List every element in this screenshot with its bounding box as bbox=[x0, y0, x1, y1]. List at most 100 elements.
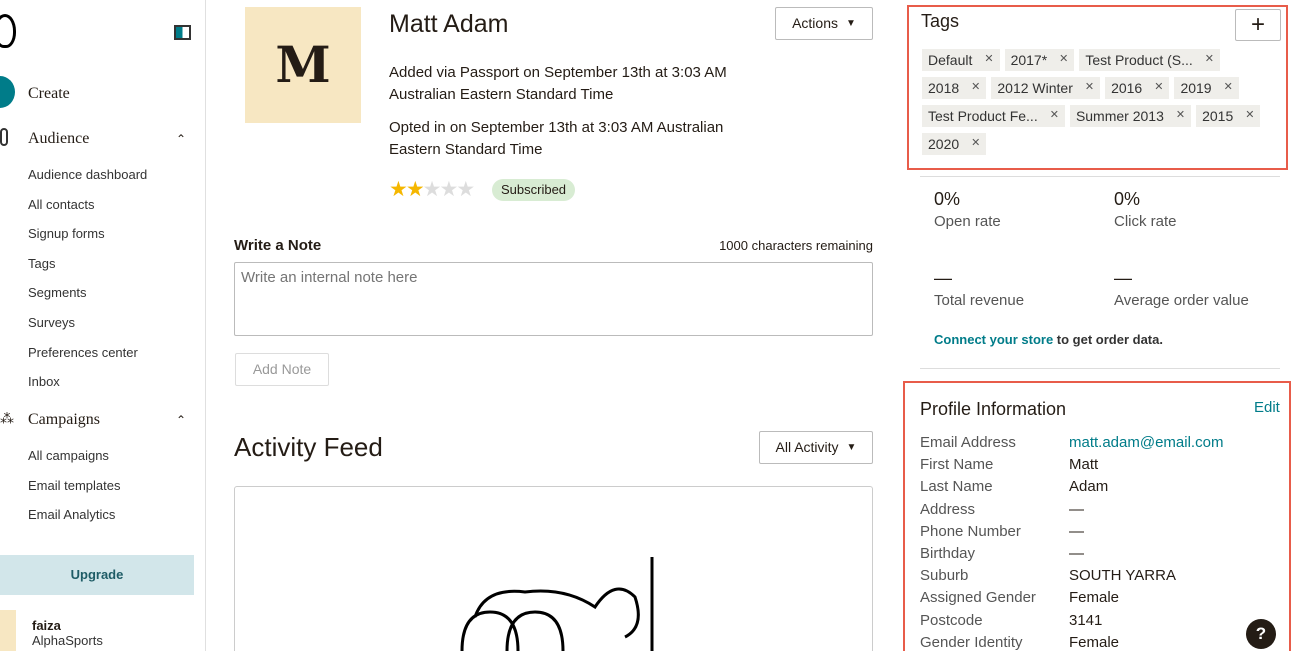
nav-item[interactable]: Signup forms bbox=[28, 226, 105, 242]
remove-tag-icon[interactable]: ✕ bbox=[1204, 53, 1214, 66]
remove-tag-icon[interactable]: ✕ bbox=[984, 53, 994, 66]
field-value: SOUTH YARRA bbox=[1069, 567, 1176, 585]
email-link[interactable]: matt.adam@email.com bbox=[1069, 434, 1224, 451]
contact-avatar: M bbox=[245, 7, 361, 123]
remove-tag-icon[interactable]: ✕ bbox=[1245, 109, 1255, 122]
field-label: Assigned Gender bbox=[920, 589, 1036, 607]
star-rating[interactable]: ★★★★★ bbox=[389, 178, 475, 202]
star-icon[interactable]: ★ bbox=[439, 178, 458, 201]
nav-item[interactable]: Email Analytics bbox=[28, 507, 116, 523]
user-avatar[interactable] bbox=[0, 610, 16, 651]
chevron-up-icon[interactable]: ⌃ bbox=[176, 132, 187, 146]
tag-label: Test Product (S... bbox=[1085, 51, 1193, 68]
field-label: Email Address bbox=[920, 434, 1016, 451]
user-name: faiza bbox=[32, 618, 61, 633]
field-label: Address bbox=[920, 500, 976, 518]
nav-item[interactable]: Preferences center bbox=[28, 344, 138, 360]
tag-chip: Default ✕ bbox=[922, 49, 1000, 71]
nav-item[interactable]: Inbox bbox=[28, 374, 60, 390]
remove-tag-icon[interactable]: ✕ bbox=[1084, 81, 1095, 94]
tag-chip: Test Product (S... ✕ bbox=[1079, 49, 1220, 71]
nav-item[interactable]: Email templates bbox=[28, 477, 121, 493]
connect-store-suffix: to get order data. bbox=[1053, 332, 1163, 347]
note-remaining: 1000 characters remaining bbox=[719, 238, 873, 253]
collapse-sidebar-icon[interactable] bbox=[174, 25, 191, 40]
profile-title: Profile Information bbox=[920, 399, 1067, 419]
feed-title: Activity Feed bbox=[234, 432, 383, 462]
added-info: Added via Passport on September 13th at … bbox=[389, 64, 727, 103]
star-icon[interactable]: ★ bbox=[389, 178, 408, 201]
remove-tag-icon[interactable]: ✕ bbox=[971, 81, 981, 94]
campaigns-icon: ⁂ bbox=[0, 410, 14, 426]
nav-audience[interactable]: Audience bbox=[28, 130, 90, 147]
nav-item[interactable]: Tags bbox=[28, 255, 56, 271]
note-title: Write a Note bbox=[234, 237, 322, 254]
tag-chip: 2020 ✕ bbox=[922, 133, 987, 155]
open-rate-value: 0% bbox=[934, 189, 961, 209]
tag-chip: 2018 ✕ bbox=[922, 77, 987, 99]
upgrade-button[interactable]: Upgrade bbox=[0, 555, 194, 595]
star-icon[interactable]: ★ bbox=[405, 178, 425, 201]
create-icon bbox=[0, 76, 15, 108]
field-value: Matt bbox=[1069, 456, 1099, 474]
remove-tag-icon[interactable]: ✕ bbox=[1049, 109, 1059, 122]
add-note-button[interactable]: Add Note bbox=[235, 353, 329, 386]
chevron-up-icon[interactable]: ⌃ bbox=[176, 413, 187, 427]
field-label: Phone Number bbox=[920, 522, 1021, 540]
field-value: — bbox=[1069, 500, 1084, 518]
avatar-letter: M bbox=[275, 35, 331, 94]
actions-dropdown[interactable]: Actions ▼ bbox=[775, 7, 873, 40]
field-label: Suburb bbox=[920, 567, 969, 585]
chevron-down-icon: ▼ bbox=[846, 441, 857, 453]
mailchimp-logo[interactable] bbox=[0, 14, 16, 48]
nav-item[interactable]: All contacts bbox=[28, 196, 95, 212]
field-value: 3141 bbox=[1069, 611, 1103, 629]
nav-item[interactable]: Surveys bbox=[28, 315, 75, 330]
tag-chip: 2019 ✕ bbox=[1174, 77, 1239, 99]
click-rate-label: Click rate bbox=[1114, 213, 1177, 230]
field-value: Adam bbox=[1069, 478, 1109, 496]
tag-label: 2020 bbox=[928, 135, 960, 152]
tag-label: 2015 bbox=[1202, 107, 1234, 124]
help-button[interactable]: ? bbox=[1246, 619, 1276, 649]
remove-tag-icon[interactable]: ✕ bbox=[971, 137, 981, 150]
opted-info: Opted in on September 13th at 3:03 AM Au… bbox=[389, 119, 724, 158]
tags-title: Tags bbox=[921, 11, 960, 31]
nav-item[interactable]: Audience dashboard bbox=[28, 167, 148, 182]
contact-name: Matt Adam bbox=[389, 10, 509, 38]
star-icon[interactable]: ★ bbox=[456, 178, 475, 201]
edit-profile-link[interactable]: Edit bbox=[1254, 399, 1280, 416]
nav-create[interactable]: Create bbox=[28, 85, 70, 102]
audience-icon bbox=[0, 128, 8, 146]
revenue-value: — bbox=[934, 268, 952, 288]
tag-label: Test Product Fe... bbox=[928, 107, 1038, 124]
remove-tag-icon[interactable]: ✕ bbox=[1059, 53, 1069, 66]
open-rate-label: Open rate bbox=[934, 213, 1001, 230]
activity-filter-dropdown[interactable]: All Activity ▼ bbox=[759, 431, 873, 464]
tag-label: 2012 Winter bbox=[997, 79, 1073, 96]
remove-tag-icon[interactable]: ✕ bbox=[1223, 81, 1233, 94]
nav-item[interactable]: Segments bbox=[28, 285, 87, 301]
connect-store-link[interactable]: Connect your store bbox=[934, 332, 1054, 347]
note-input[interactable] bbox=[234, 262, 873, 336]
tag-chip: Test Product Fe... ✕ bbox=[922, 105, 1065, 127]
field-label: Birthday bbox=[920, 545, 976, 562]
field-label: First Name bbox=[920, 456, 994, 474]
add-tag-button[interactable]: + bbox=[1235, 9, 1281, 41]
field-label: Postcode bbox=[920, 611, 983, 629]
profile-panel bbox=[903, 381, 1291, 651]
star-icon[interactable]: ★ bbox=[422, 178, 442, 201]
field-label: Gender Identity bbox=[920, 633, 1023, 651]
remove-tag-icon[interactable]: ✕ bbox=[1175, 109, 1186, 122]
nav-item[interactable]: All campaigns bbox=[28, 448, 109, 463]
remove-tag-icon[interactable]: ✕ bbox=[1154, 81, 1164, 94]
tag-chip: Summer 2013 ✕ bbox=[1069, 105, 1192, 127]
field-value: Female bbox=[1069, 633, 1120, 651]
status-badge: Subscribed bbox=[492, 179, 576, 201]
tag-label: 2019 bbox=[1180, 79, 1212, 96]
tag-label: Summer 2013 bbox=[1075, 107, 1164, 124]
nav-campaigns[interactable]: Campaigns bbox=[28, 411, 100, 428]
tag-label: 2016 bbox=[1111, 79, 1143, 96]
field-value: Female bbox=[1069, 589, 1120, 607]
field-value: — bbox=[1069, 522, 1084, 540]
